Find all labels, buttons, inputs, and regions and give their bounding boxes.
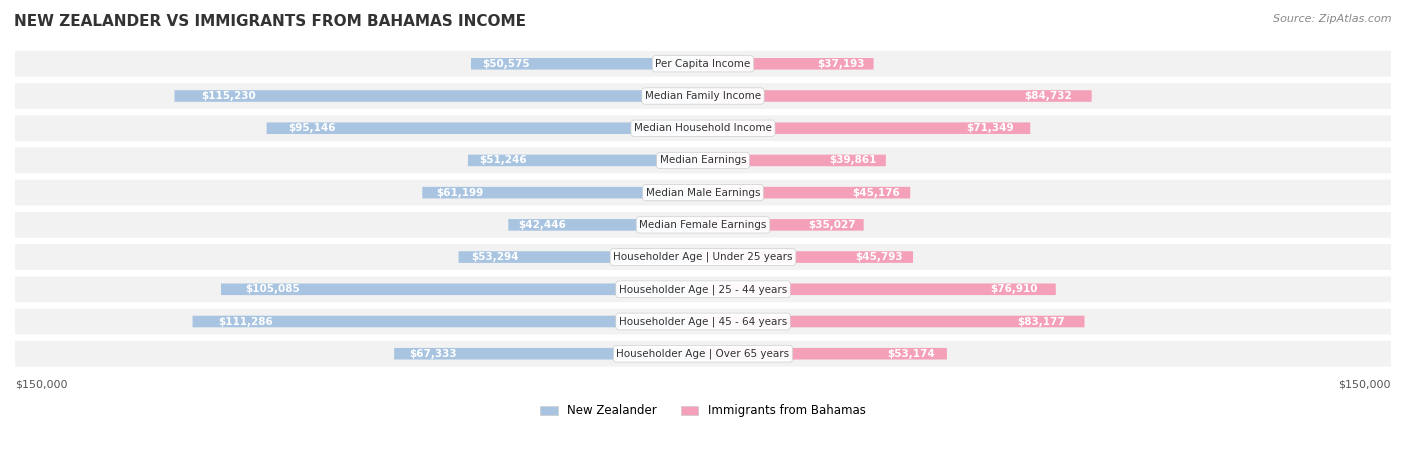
FancyBboxPatch shape [15, 83, 1391, 109]
Text: Householder Age | 45 - 64 years: Householder Age | 45 - 64 years [619, 316, 787, 327]
Text: $45,176: $45,176 [852, 188, 900, 198]
Text: $35,027: $35,027 [808, 220, 856, 230]
FancyBboxPatch shape [703, 219, 863, 231]
Legend: New Zealander, Immigrants from Bahamas: New Zealander, Immigrants from Bahamas [536, 399, 870, 422]
Text: Per Capita Income: Per Capita Income [655, 59, 751, 69]
FancyBboxPatch shape [509, 219, 703, 231]
FancyBboxPatch shape [703, 90, 1091, 102]
FancyBboxPatch shape [15, 148, 1391, 173]
FancyBboxPatch shape [193, 316, 703, 327]
Text: $50,575: $50,575 [482, 59, 530, 69]
Text: $53,294: $53,294 [471, 252, 519, 262]
Text: Median Household Income: Median Household Income [634, 123, 772, 133]
Text: $71,349: $71,349 [966, 123, 1014, 133]
Text: Median Earnings: Median Earnings [659, 156, 747, 165]
Text: $53,174: $53,174 [887, 349, 935, 359]
FancyBboxPatch shape [15, 244, 1391, 270]
Text: Householder Age | 25 - 44 years: Householder Age | 25 - 44 years [619, 284, 787, 295]
Text: $83,177: $83,177 [1018, 317, 1066, 326]
FancyBboxPatch shape [174, 90, 703, 102]
Text: Householder Age | Under 25 years: Householder Age | Under 25 years [613, 252, 793, 262]
Text: $37,193: $37,193 [817, 59, 865, 69]
FancyBboxPatch shape [221, 283, 703, 295]
Text: NEW ZEALANDER VS IMMIGRANTS FROM BAHAMAS INCOME: NEW ZEALANDER VS IMMIGRANTS FROM BAHAMAS… [14, 14, 526, 29]
FancyBboxPatch shape [15, 276, 1391, 302]
FancyBboxPatch shape [703, 283, 1056, 295]
FancyBboxPatch shape [471, 58, 703, 70]
FancyBboxPatch shape [703, 187, 910, 198]
Text: $111,286: $111,286 [218, 317, 273, 326]
Text: $95,146: $95,146 [288, 123, 336, 133]
FancyBboxPatch shape [703, 122, 1031, 134]
Text: $76,910: $76,910 [991, 284, 1038, 294]
Text: Median Female Earnings: Median Female Earnings [640, 220, 766, 230]
Text: $150,000: $150,000 [1339, 380, 1391, 389]
FancyBboxPatch shape [15, 51, 1391, 77]
Text: Median Male Earnings: Median Male Earnings [645, 188, 761, 198]
FancyBboxPatch shape [703, 58, 873, 70]
FancyBboxPatch shape [15, 115, 1391, 141]
Text: $150,000: $150,000 [15, 380, 67, 389]
Text: $61,199: $61,199 [436, 188, 484, 198]
Text: $67,333: $67,333 [409, 349, 457, 359]
FancyBboxPatch shape [15, 180, 1391, 205]
FancyBboxPatch shape [468, 155, 703, 166]
Text: $115,230: $115,230 [201, 91, 256, 101]
Text: $39,861: $39,861 [830, 156, 877, 165]
FancyBboxPatch shape [458, 251, 703, 263]
FancyBboxPatch shape [15, 212, 1391, 238]
Text: $45,793: $45,793 [855, 252, 903, 262]
Text: Median Family Income: Median Family Income [645, 91, 761, 101]
FancyBboxPatch shape [394, 348, 703, 360]
Text: $42,446: $42,446 [517, 220, 567, 230]
Text: Householder Age | Over 65 years: Householder Age | Over 65 years [616, 348, 790, 359]
FancyBboxPatch shape [15, 341, 1391, 367]
FancyBboxPatch shape [703, 348, 946, 360]
Text: Source: ZipAtlas.com: Source: ZipAtlas.com [1274, 14, 1392, 24]
FancyBboxPatch shape [703, 155, 886, 166]
FancyBboxPatch shape [703, 316, 1084, 327]
Text: $84,732: $84,732 [1025, 91, 1073, 101]
FancyBboxPatch shape [422, 187, 703, 198]
Text: $105,085: $105,085 [245, 284, 299, 294]
FancyBboxPatch shape [15, 309, 1391, 334]
FancyBboxPatch shape [267, 122, 703, 134]
Text: $51,246: $51,246 [479, 156, 527, 165]
FancyBboxPatch shape [703, 251, 912, 263]
